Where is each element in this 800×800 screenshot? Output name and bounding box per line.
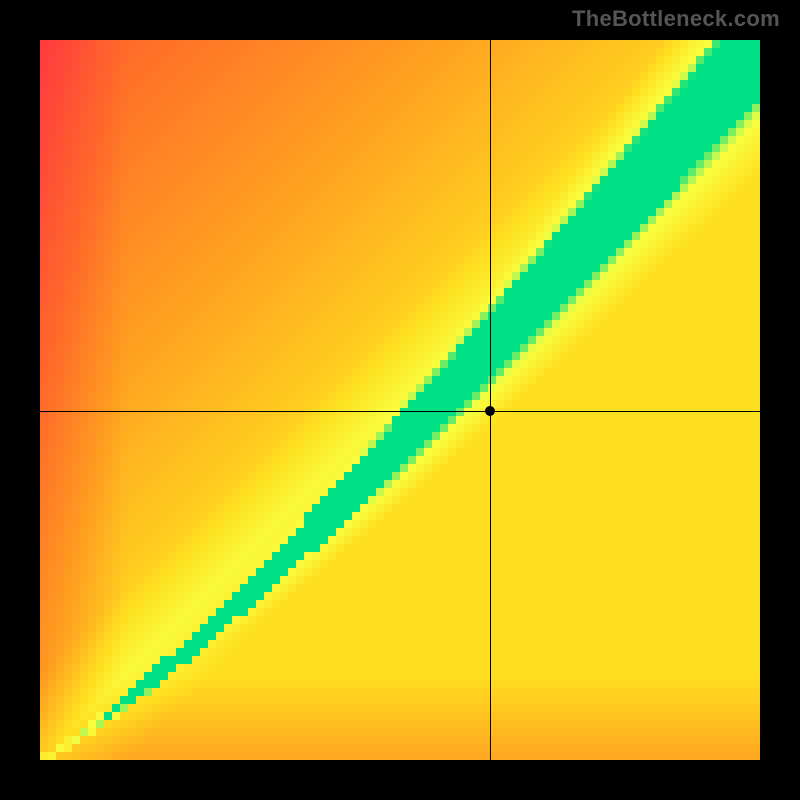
figure-container: TheBottleneck.com — [0, 0, 800, 800]
crosshair-vertical — [490, 40, 491, 760]
crosshair-dot[interactable] — [485, 406, 495, 416]
bottleneck-heatmap — [40, 40, 760, 760]
plot-area — [40, 40, 760, 760]
attribution-text: TheBottleneck.com — [572, 6, 780, 32]
crosshair-horizontal — [40, 411, 760, 412]
